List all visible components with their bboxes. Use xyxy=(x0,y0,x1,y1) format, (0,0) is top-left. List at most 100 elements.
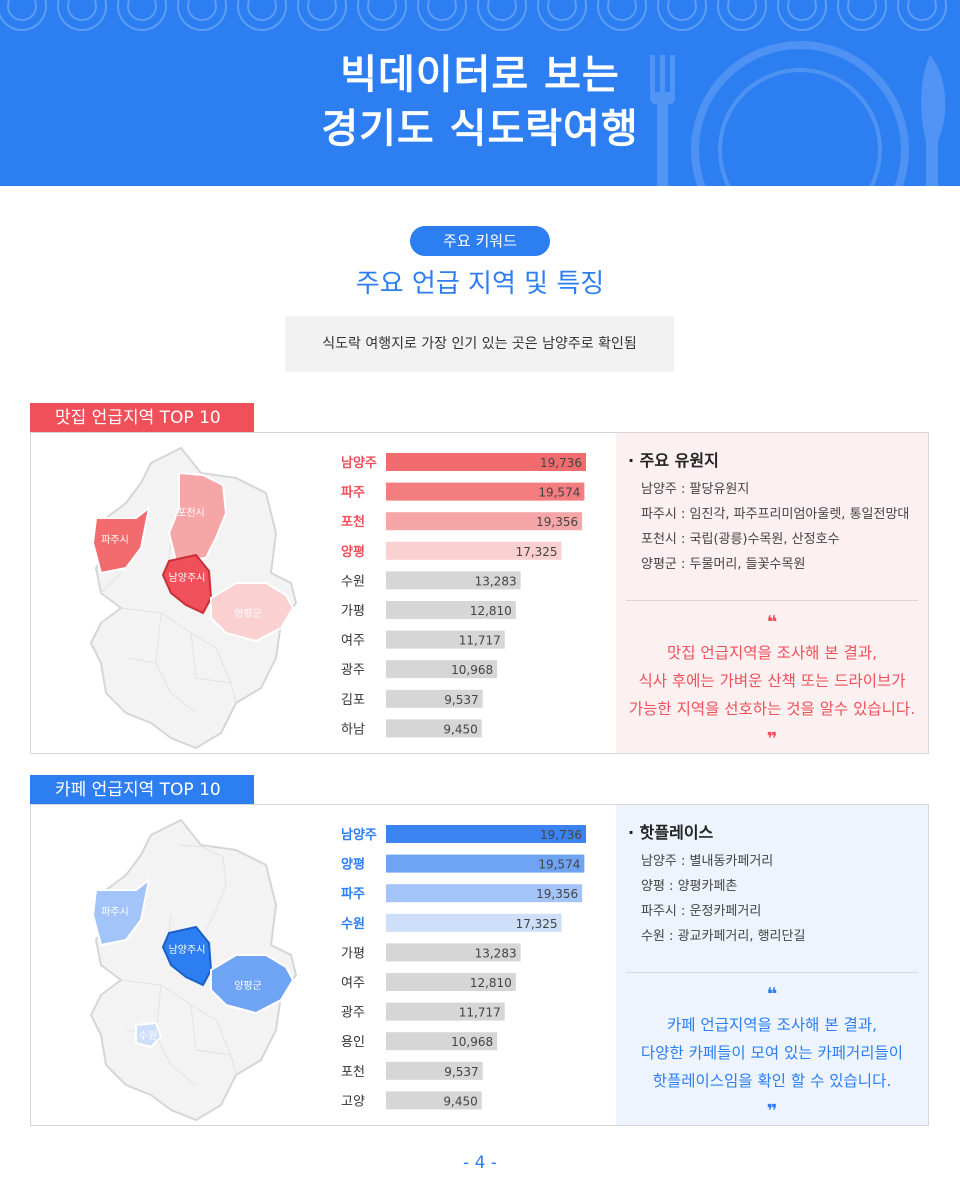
value-label: 17,325 xyxy=(516,917,558,931)
info-title: · 주요 유원지 xyxy=(628,451,719,470)
value-label: 19,356 xyxy=(536,515,578,529)
value-label: 17,325 xyxy=(516,545,558,559)
category-label: 파주 xyxy=(341,887,365,902)
category-label: 가평 xyxy=(341,946,365,961)
bar xyxy=(386,973,516,991)
value-label: 9,537 xyxy=(444,693,478,707)
restaurant-panel: 파주시 포천시 남양주시 양평군 남양주 19,736 파주 19,574 포천 19,3… xyxy=(30,432,929,754)
restaurant-info: · 주요 유원지 남양주 : 팔당유원지 파주시 : 임진각, 파주프리미엄아울… xyxy=(616,433,928,753)
category-label: 포천 xyxy=(341,515,365,530)
quote-open-icon: ❝ xyxy=(766,612,778,633)
map-label-yangpyeong: 양평군 xyxy=(234,608,262,620)
info-list: 남양주 : 팔당유원지 파주시 : 임진각, 파주프리미엄아울렛, 통일전망대 … xyxy=(641,477,909,577)
map-label-paju: 파주시 xyxy=(101,906,129,918)
value-label: 9,537 xyxy=(444,1065,478,1079)
value-label: 9,450 xyxy=(443,722,477,736)
category-label: 포천 xyxy=(341,1065,365,1080)
info-title: · 핫플레이스 xyxy=(628,823,714,842)
list-item: 파주시 : 운정카페거리 xyxy=(641,904,762,919)
region-namyangju xyxy=(161,553,213,615)
quote-line: 식사 후에는 가벼운 산책 또는 드라이브가 xyxy=(638,672,906,690)
category-label: 여주 xyxy=(341,976,365,991)
bar xyxy=(386,1061,483,1080)
info-list: 남양주 : 별내동카페거리 양평 : 양평카페촌 파주시 : 운정카페거리 수원… xyxy=(641,849,805,949)
bar xyxy=(386,601,516,619)
category-label: 고양 xyxy=(341,1094,365,1109)
summary-box: 식도락 여행지로 가장 인기 있는 곳은 남양주로 확인됨 xyxy=(285,316,674,372)
region-pocheon xyxy=(167,471,228,563)
value-label: 19,574 xyxy=(538,486,580,500)
map-label-pocheon: 포천시 xyxy=(177,507,205,519)
category-label: 김포 xyxy=(341,693,365,708)
quote-line: 다양한 카페들이 모여 있는 카페거리들이 xyxy=(640,1044,904,1062)
category-label: 용인 xyxy=(341,1035,365,1050)
bar xyxy=(386,541,562,560)
list-item: 포천시 : 국립(광릉)수목원, 산정호수 xyxy=(641,532,840,547)
section-subtitle: 주요 언급 지역 및 특징 xyxy=(355,269,605,299)
value-label: 12,810 xyxy=(470,976,512,990)
bar xyxy=(386,630,505,649)
restaurant-section-tab: 맛집 언급지역 TOP 10 xyxy=(30,403,254,433)
restaurant-quote: 맛집 언급지역을 조사해 본 결과, 식사 후에는 가벼운 산책 또는 드라이브… xyxy=(616,639,928,723)
cafe-panel: 파주시 남양주시 양평군 수원 남양주 19,736 양평 19,574 파주 19,35… xyxy=(30,804,929,1126)
quote-close-icon: ❞ xyxy=(766,729,778,750)
category-label: 수원 xyxy=(341,574,365,589)
bar xyxy=(386,689,483,708)
map-label-namyangju: 남양주시 xyxy=(169,572,206,584)
cafe-quote: 카페 언급지역을 조사해 본 결과, 다양한 카페들이 모여 있는 카페거리들이… xyxy=(616,1011,928,1095)
quote-line: 핫플레이스임을 확인 할 수 있습니다. xyxy=(652,1072,892,1090)
divider xyxy=(626,600,918,601)
map-label-paju: 파주시 xyxy=(101,534,129,546)
quote-line: 맛집 언급지역을 조사해 본 결과, xyxy=(666,644,878,662)
quote-open-icon: ❝ xyxy=(766,984,778,1005)
quote-line: 가능한 지역을 선호하는 것을 알수 있습니다. xyxy=(628,700,916,718)
map-label-yangpyeong: 양평군 xyxy=(234,980,262,992)
divider xyxy=(626,972,918,973)
value-label: 11,717 xyxy=(459,634,501,648)
cafe-map: 파주시 남양주시 양평군 수원 xyxy=(31,805,331,1125)
category-label: 하남 xyxy=(341,722,365,737)
quote-line: 카페 언급지역을 조사해 본 결과, xyxy=(666,1016,878,1034)
category-label: 양평 xyxy=(341,544,365,560)
value-label: 19,574 xyxy=(538,858,580,872)
info-title-text: 핫플레이스 xyxy=(639,823,714,842)
page-title: 빅데이터로 보는 경기도 식도락여행 xyxy=(0,48,960,156)
restaurant-map: 파주시 포천시 남양주시 양평군 xyxy=(31,433,331,753)
list-item: 남양주 : 별내동카페거리 xyxy=(641,854,774,869)
cafe-info: · 핫플레이스 남양주 : 별내동카페거리 양평 : 양평카페촌 파주시 : 운… xyxy=(616,805,928,1125)
category-label: 광주 xyxy=(341,663,365,678)
header-banner: 빅데이터로 보는 경기도 식도락여행 xyxy=(0,0,960,186)
value-label: 13,283 xyxy=(475,946,517,960)
bar xyxy=(386,660,498,679)
category-label: 여주 xyxy=(341,634,365,649)
region-yangpyeong xyxy=(210,582,295,643)
bar xyxy=(386,1032,498,1051)
list-item: 수원 : 광교카페거리, 행리단길 xyxy=(641,929,806,944)
region-namyangju xyxy=(161,925,213,987)
bar xyxy=(386,482,585,501)
category-label: 가평 xyxy=(341,604,365,619)
list-item: 파주시 : 임진각, 파주프리미엄아울렛, 통일전망대 xyxy=(641,507,910,522)
region-yangpyeong xyxy=(210,954,295,1015)
list-item: 양평군 : 두물머리, 들꽃수목원 xyxy=(641,557,806,572)
region-suwon xyxy=(135,1021,163,1049)
page-number: - 4 - xyxy=(463,1153,497,1173)
bar xyxy=(386,453,586,471)
value-label: 12,810 xyxy=(470,604,512,618)
bar xyxy=(386,571,521,590)
cafe-bar-chart: 남양주 19,736 양평 19,574 파주 19,356 수원 17,325 가평 13,28… xyxy=(331,805,616,1125)
value-label: 9,450 xyxy=(443,1094,477,1108)
bar xyxy=(386,825,586,843)
bar xyxy=(386,1091,482,1110)
title-line-2: 경기도 식도락여행 xyxy=(321,106,639,152)
bar xyxy=(386,913,562,932)
list-item: 남양주 : 팔당유원지 xyxy=(641,482,750,497)
value-label: 19,736 xyxy=(540,828,582,842)
value-label: 11,717 xyxy=(459,1006,501,1020)
map-label-namyangju: 남양주시 xyxy=(169,944,206,956)
bar xyxy=(386,1002,505,1021)
title-line-1: 빅데이터로 보는 xyxy=(340,52,620,98)
header-decoration xyxy=(0,0,947,186)
map-label-suwon: 수원 xyxy=(139,1030,157,1042)
region-paju xyxy=(91,505,151,575)
